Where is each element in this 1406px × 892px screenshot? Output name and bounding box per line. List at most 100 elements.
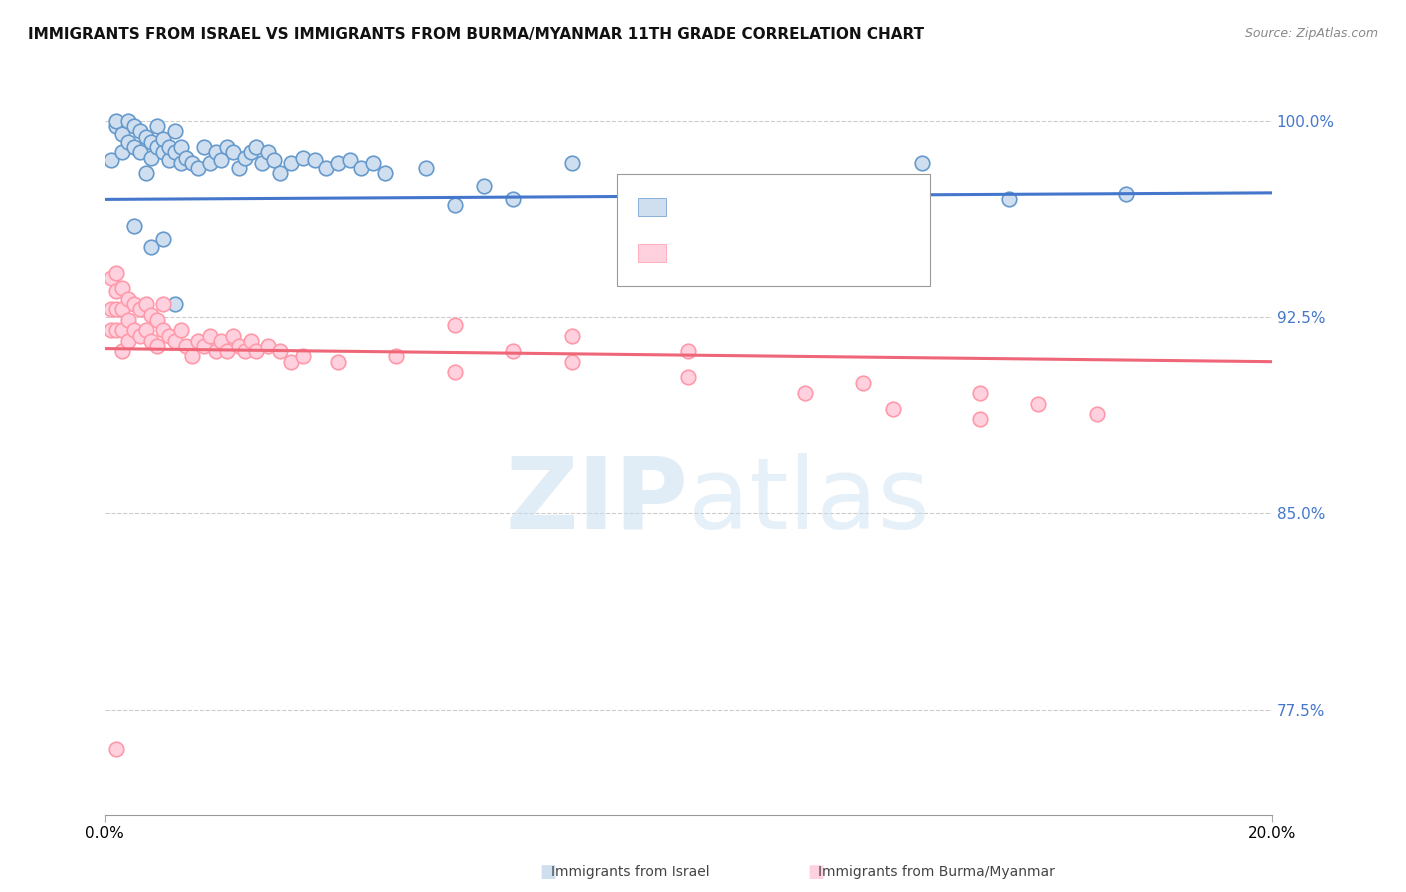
Point bbox=[280, 155, 302, 169]
Point bbox=[444, 318, 467, 332]
Text: IMMIGRANTS FROM ISRAEL VS IMMIGRANTS FROM BURMA/MYANMAR 11TH GRADE CORRELATION C: IMMIGRANTS FROM ISRAEL VS IMMIGRANTS FRO… bbox=[28, 27, 924, 42]
Point bbox=[193, 339, 215, 353]
Point bbox=[209, 334, 232, 348]
Point bbox=[444, 365, 467, 379]
Point bbox=[157, 153, 180, 168]
Point bbox=[326, 354, 349, 368]
Point bbox=[292, 350, 315, 364]
Point bbox=[105, 302, 128, 317]
Point bbox=[315, 161, 337, 175]
Point bbox=[117, 313, 139, 327]
Point bbox=[502, 193, 524, 207]
Point bbox=[141, 334, 163, 348]
Point bbox=[135, 129, 157, 144]
Point bbox=[217, 140, 239, 154]
Point bbox=[169, 323, 191, 337]
Point bbox=[222, 145, 245, 160]
Point bbox=[111, 323, 134, 337]
Point bbox=[176, 151, 198, 165]
Point bbox=[163, 145, 186, 160]
Point bbox=[204, 145, 226, 160]
Point bbox=[152, 145, 174, 160]
Point bbox=[135, 323, 157, 337]
Text: Immigrants from Israel: Immigrants from Israel bbox=[551, 865, 710, 880]
Point bbox=[117, 334, 139, 348]
Text: ZIP: ZIP bbox=[505, 453, 689, 549]
Point bbox=[998, 193, 1021, 207]
Point bbox=[176, 339, 198, 353]
Point bbox=[111, 127, 134, 141]
Point bbox=[117, 292, 139, 306]
Point bbox=[105, 284, 128, 298]
Point bbox=[141, 239, 163, 253]
Point bbox=[228, 161, 250, 175]
Point bbox=[239, 334, 262, 348]
Point bbox=[233, 344, 256, 359]
Point bbox=[157, 140, 180, 154]
Point bbox=[152, 297, 174, 311]
Point bbox=[415, 161, 437, 175]
Text: atlas: atlas bbox=[689, 453, 929, 549]
Point bbox=[678, 344, 700, 359]
Point bbox=[163, 124, 186, 138]
Point bbox=[122, 297, 145, 311]
Point bbox=[135, 166, 157, 180]
Point bbox=[111, 145, 134, 160]
Point bbox=[472, 179, 495, 194]
Point bbox=[111, 302, 134, 317]
Point bbox=[304, 153, 326, 168]
Point bbox=[128, 302, 150, 317]
Point bbox=[245, 344, 267, 359]
Point bbox=[128, 328, 150, 343]
Point bbox=[111, 344, 134, 359]
Point bbox=[292, 151, 315, 165]
Point bbox=[257, 339, 280, 353]
Point bbox=[619, 187, 641, 202]
Point bbox=[181, 350, 204, 364]
Point bbox=[105, 266, 128, 280]
Point bbox=[117, 135, 139, 149]
Point bbox=[122, 219, 145, 233]
Point bbox=[187, 161, 209, 175]
Point bbox=[141, 151, 163, 165]
Point bbox=[222, 328, 245, 343]
Point bbox=[117, 114, 139, 128]
Point bbox=[502, 344, 524, 359]
Point bbox=[122, 140, 145, 154]
Text: Source: ZipAtlas.com: Source: ZipAtlas.com bbox=[1244, 27, 1378, 40]
Point bbox=[169, 140, 191, 154]
Point bbox=[141, 308, 163, 322]
Point bbox=[209, 153, 232, 168]
Point bbox=[204, 344, 226, 359]
Point bbox=[128, 124, 150, 138]
Point bbox=[350, 161, 373, 175]
Point bbox=[678, 197, 700, 211]
Text: ■: ■ bbox=[540, 863, 557, 881]
Point bbox=[193, 140, 215, 154]
Point bbox=[228, 339, 250, 353]
Point bbox=[141, 135, 163, 149]
Text: ■: ■ bbox=[807, 863, 824, 881]
Point bbox=[122, 323, 145, 337]
Point bbox=[105, 742, 128, 756]
Point bbox=[163, 297, 186, 311]
Point bbox=[128, 145, 150, 160]
Point bbox=[245, 140, 267, 154]
Point bbox=[100, 271, 122, 285]
Point bbox=[100, 302, 122, 317]
Point bbox=[146, 313, 169, 327]
Point bbox=[852, 376, 875, 390]
Point bbox=[217, 344, 239, 359]
Point bbox=[187, 334, 209, 348]
Point bbox=[163, 334, 186, 348]
Point bbox=[100, 323, 122, 337]
Point bbox=[157, 328, 180, 343]
Point bbox=[111, 281, 134, 295]
Point bbox=[911, 155, 934, 169]
Point bbox=[169, 155, 191, 169]
Point bbox=[152, 232, 174, 246]
Point bbox=[252, 155, 274, 169]
Point bbox=[257, 145, 280, 160]
Point bbox=[263, 153, 285, 168]
Point bbox=[181, 155, 204, 169]
